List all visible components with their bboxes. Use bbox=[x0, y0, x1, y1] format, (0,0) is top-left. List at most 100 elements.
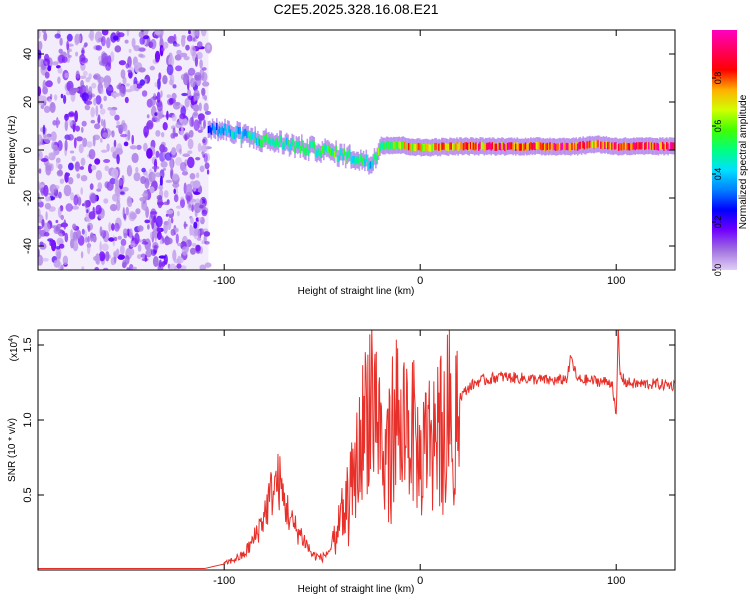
spectrogram-ridge-core bbox=[576, 143, 579, 151]
spectrogram-noise-blob bbox=[179, 148, 182, 155]
spectrogram-ridge-core bbox=[447, 144, 450, 152]
spectrogram-ridge-core bbox=[528, 143, 531, 151]
spectrogram-noise-blob bbox=[190, 247, 196, 255]
spectrogram-noise-blob bbox=[113, 250, 119, 257]
spectrogram-noise-blob bbox=[193, 228, 201, 236]
spectrogram-noise-blob bbox=[176, 263, 182, 269]
spectrogram-noise-blob bbox=[98, 251, 106, 262]
spectrogram-y-tick-label: 20 bbox=[22, 96, 34, 108]
spectrogram-ridge-core bbox=[211, 123, 214, 131]
spectrogram-noise-blob bbox=[183, 168, 188, 172]
spectrogram-ridge-core bbox=[462, 143, 465, 151]
spectrogram-noise-blob bbox=[203, 119, 206, 129]
spectrogram-ridge-core bbox=[261, 140, 263, 148]
spectrogram-noise-blob bbox=[81, 92, 89, 102]
spectrogram-noise-blob bbox=[38, 86, 42, 97]
spectrogram-ridge-core bbox=[344, 156, 347, 164]
spectrogram-ridge-core bbox=[626, 143, 628, 151]
spectrogram-ridge-core bbox=[336, 154, 339, 162]
spectrogram-ridge-core bbox=[661, 141, 664, 150]
spectrogram-noise-blob bbox=[135, 166, 139, 174]
spectrogram-noise-blob bbox=[93, 98, 97, 106]
spectrogram-ridge-core bbox=[373, 152, 376, 161]
spectrogram-noise-blob bbox=[158, 185, 164, 190]
spectrogram-ridge-core bbox=[274, 139, 277, 147]
spectrogram-ridge-core bbox=[307, 149, 310, 157]
spectrogram-ridge-core bbox=[366, 159, 369, 167]
spectrogram-noise-blob bbox=[167, 36, 175, 44]
spectrogram-noise-blob bbox=[129, 212, 137, 220]
colorbar-label: Normalized spectral amplitude bbox=[738, 94, 749, 229]
spectrogram-noise-blob bbox=[167, 218, 172, 231]
spectrogram-ridge-core bbox=[646, 142, 649, 150]
spectrogram-ridge-core bbox=[672, 142, 675, 150]
spectrogram-noise-blob bbox=[187, 67, 196, 76]
spectrogram-noise-blob bbox=[177, 211, 180, 217]
spectrogram-ridge-core bbox=[296, 142, 299, 150]
spectrogram-noise-blob bbox=[50, 131, 57, 142]
spectrogram-noise-blob bbox=[88, 163, 93, 174]
spectrogram-noise-blob bbox=[140, 253, 147, 258]
spectrogram-ridge-core bbox=[434, 142, 436, 151]
spectrogram-noise-blob bbox=[153, 93, 156, 98]
spectrogram-noise-blob bbox=[66, 40, 69, 51]
spectrogram-ridge-core bbox=[516, 142, 518, 150]
spectrogram-noise-blob bbox=[100, 87, 104, 95]
spectrogram-noise-blob bbox=[195, 172, 200, 179]
spectrogram-noise-blob bbox=[155, 150, 160, 158]
spectrogram-noise-blob bbox=[164, 152, 172, 161]
spectrogram-noise-blob bbox=[118, 60, 126, 66]
spectrogram-panel: -100 0 100 -40 -20 0 20 40 Height of straight … bbox=[7, 29, 676, 297]
spectrogram-ridge-core bbox=[402, 141, 405, 149]
spectrogram-noise-blob bbox=[191, 243, 197, 247]
spectrogram-ridge-core bbox=[585, 142, 587, 150]
spectrogram-noise-blob bbox=[187, 156, 195, 169]
spectrogram-noise-blob bbox=[191, 204, 194, 212]
spectrogram-ridge-core bbox=[598, 140, 601, 148]
spectrogram-noise-blob bbox=[53, 146, 60, 156]
snr-multiplier-close: ) bbox=[9, 335, 20, 338]
spectrogram-y-tick-label: -40 bbox=[22, 238, 34, 254]
spectrogram-noise-blob bbox=[88, 86, 93, 96]
spectrogram-noise-blob bbox=[64, 139, 68, 152]
spectrogram-ridge-core bbox=[264, 135, 266, 143]
spectrogram-noise-blob bbox=[43, 58, 50, 67]
spectrogram-noise-blob bbox=[79, 166, 85, 170]
colorbar-ticks: 0.0 0.2 0.4 0.6 0.8 bbox=[712, 72, 723, 276]
spectrogram-noise-blob bbox=[127, 69, 132, 73]
spectrogram-ridge-core bbox=[546, 142, 549, 150]
spectrogram-noise-blob bbox=[128, 264, 134, 270]
spectrogram-ridge-core bbox=[457, 143, 459, 151]
spectrogram-ridge-core bbox=[630, 143, 632, 151]
snr-multiplier: (x104) bbox=[8, 335, 20, 362]
spectrogram-noise-blob bbox=[73, 137, 77, 149]
spectrogram-noise-blob bbox=[88, 73, 92, 80]
spectrogram-noise-blob bbox=[129, 228, 133, 239]
spectrogram-ridge-core bbox=[591, 140, 594, 148]
spectrogram-noise-blob bbox=[161, 132, 165, 138]
spectrogram-noise-blob bbox=[81, 126, 84, 133]
snr-y-tick-label: 1.0 bbox=[22, 412, 34, 427]
spectrogram-noise-blob bbox=[105, 251, 110, 262]
spectrogram-noise-blob bbox=[67, 177, 74, 185]
spectrogram-ridge-core bbox=[328, 146, 331, 154]
spectrogram-noise-blob bbox=[48, 206, 56, 212]
spectrogram-ridge-core bbox=[250, 132, 252, 140]
spectrogram-ridge-core bbox=[508, 142, 510, 150]
spectrogram-noise-blob bbox=[43, 222, 51, 233]
spectrogram-ridge-core bbox=[557, 143, 560, 151]
spectrogram-noise-blob bbox=[107, 107, 112, 111]
spectrogram-ridge-core bbox=[464, 142, 466, 150]
spectrogram-noise-blob bbox=[77, 196, 82, 206]
spectrogram-ridge-core bbox=[279, 135, 281, 143]
spectrogram-ridge-core bbox=[313, 141, 315, 149]
spectrogram-noise-blob bbox=[86, 141, 93, 148]
spectrogram-noise-blob bbox=[126, 267, 130, 270]
spectrogram-noise-blob bbox=[163, 201, 170, 206]
spectrogram-noise-blob bbox=[138, 31, 144, 38]
spectrogram-ridge-core bbox=[346, 152, 348, 160]
spectrogram-ridge-core bbox=[424, 143, 427, 151]
spectrogram-ridge-core bbox=[639, 142, 642, 150]
spectrogram-ridge-core bbox=[224, 123, 226, 131]
spectrogram-noise-blob bbox=[136, 83, 143, 89]
